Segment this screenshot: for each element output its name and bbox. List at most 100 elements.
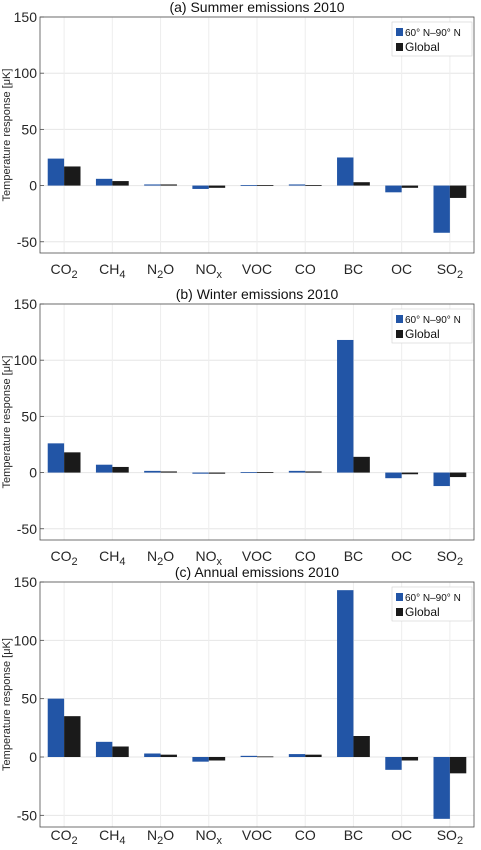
x-tick-label: NOx bbox=[196, 261, 223, 281]
chart-title: (b) Winter emissions 2010 bbox=[176, 286, 339, 302]
y-tick-label: 50 bbox=[21, 691, 37, 707]
bar-arctic-OC bbox=[385, 757, 402, 770]
bar-global-BC bbox=[353, 182, 370, 186]
bar-arctic-N2O bbox=[144, 184, 161, 186]
legend-label: 60° N–90° N bbox=[405, 28, 461, 39]
bar-global-CO2 bbox=[64, 452, 81, 473]
bar-global-NOx bbox=[208, 472, 226, 474]
bar-global-NOx bbox=[208, 185, 226, 188]
x-tick-label: N2O bbox=[147, 827, 174, 847]
x-tick-label: BC bbox=[344, 827, 363, 843]
x-tick-label: OC bbox=[391, 548, 412, 564]
bar-global-OC bbox=[401, 472, 419, 475]
bar-global-SO2 bbox=[449, 757, 467, 774]
bar-global-VOC bbox=[257, 185, 274, 186]
y-tick-label: 100 bbox=[14, 65, 38, 81]
bar-global-OC bbox=[401, 757, 419, 761]
axes-box bbox=[39, 303, 475, 541]
bar-arctic-BC bbox=[337, 590, 354, 757]
bar-arctic-CH4 bbox=[95, 464, 113, 473]
y-axis-label: Temperature response [μK] bbox=[1, 638, 13, 771]
y-tick-label: 0 bbox=[29, 178, 37, 194]
bar-global-VOC bbox=[257, 756, 274, 758]
bar-arctic-CO bbox=[288, 184, 306, 186]
legend-label: 60° N–90° N bbox=[405, 315, 461, 326]
bar-arctic-VOC bbox=[240, 472, 257, 473]
legend-box bbox=[391, 586, 473, 622]
axes-box bbox=[39, 581, 475, 828]
bar-arctic-SO2 bbox=[433, 472, 450, 487]
legend-swatch bbox=[396, 593, 403, 601]
y-tick-label: 0 bbox=[29, 465, 37, 481]
y-tick-label: 150 bbox=[14, 296, 38, 312]
bar-arctic-NOx bbox=[192, 185, 209, 189]
legend-box bbox=[391, 308, 473, 344]
x-tick-label: BC bbox=[344, 548, 363, 564]
chart-panel-1: -50 0 50 100 150 CO2 CH4 N2O NOx VOC CO BC OC SO2 (a) … bbox=[1, 0, 475, 281]
bar-arctic-NOx bbox=[192, 472, 209, 474]
bar-arctic-CO2 bbox=[47, 698, 65, 757]
axes-box bbox=[39, 16, 475, 254]
bar-global-CO bbox=[305, 185, 322, 186]
chart-panel-2: -50 0 50 100 150 CO2 CH4 N2O NOx VOC CO BC OC SO2 (b) … bbox=[1, 286, 475, 568]
x-tick-label: CO2 bbox=[51, 548, 78, 568]
bar-global-N2O bbox=[160, 184, 177, 186]
bar-arctic-CO2 bbox=[47, 158, 65, 186]
bar-arctic-CO2 bbox=[47, 443, 65, 473]
y-tick-label: 150 bbox=[14, 9, 38, 25]
y-tick-label: 100 bbox=[14, 352, 38, 368]
x-tick-label: CO bbox=[295, 827, 316, 843]
bar-arctic-OC bbox=[385, 185, 402, 193]
legend-swatch bbox=[396, 43, 403, 51]
bar-arctic-NOx bbox=[192, 757, 209, 762]
bar-arctic-N2O bbox=[144, 753, 161, 757]
legend-box bbox=[391, 21, 473, 57]
x-tick-label: CO2 bbox=[51, 827, 78, 847]
chart-title: (c) Annual emissions 2010 bbox=[175, 564, 339, 580]
x-tick-label: CH4 bbox=[99, 261, 125, 281]
y-axis-label: Temperature response [μK] bbox=[1, 356, 13, 489]
legend-label: Global bbox=[405, 605, 440, 619]
bar-arctic-OC bbox=[385, 472, 402, 479]
x-tick-label: NOx bbox=[196, 548, 223, 568]
bar-global-SO2 bbox=[449, 472, 467, 478]
bar-global-OC bbox=[401, 185, 419, 188]
bar-global-N2O bbox=[160, 471, 177, 473]
legend-swatch bbox=[396, 608, 403, 616]
bar-arctic-CH4 bbox=[95, 741, 113, 757]
y-tick-label: 100 bbox=[14, 632, 38, 648]
x-tick-label: N2O bbox=[147, 261, 174, 281]
bar-global-CO2 bbox=[64, 166, 81, 186]
legend-swatch bbox=[396, 330, 403, 338]
y-tick-label: -50 bbox=[17, 234, 37, 250]
bar-arctic-BC bbox=[337, 157, 354, 186]
bar-arctic-VOC bbox=[240, 185, 257, 186]
x-tick-label: SO2 bbox=[437, 261, 463, 281]
chart-panel-3: -50 0 50 100 150 CO2 CH4 N2O NOx VOC CO BC OC SO2 (c) … bbox=[1, 564, 475, 847]
x-tick-label: SO2 bbox=[437, 548, 463, 568]
x-tick-label: CO bbox=[295, 261, 316, 277]
x-tick-label: N2O bbox=[147, 548, 174, 568]
y-axis-label: Temperature response [μK] bbox=[1, 69, 13, 202]
y-tick-label: 0 bbox=[29, 749, 37, 765]
bar-arctic-BC bbox=[337, 339, 354, 473]
bar-global-NOx bbox=[208, 757, 226, 761]
y-tick-label: 50 bbox=[21, 121, 37, 137]
y-tick-label: -50 bbox=[17, 521, 37, 537]
bar-global-VOC bbox=[257, 472, 274, 473]
x-tick-label: OC bbox=[391, 827, 412, 843]
x-tick-label: CH4 bbox=[99, 548, 125, 568]
bar-global-CO2 bbox=[64, 716, 81, 757]
bar-global-CH4 bbox=[112, 746, 129, 757]
bar-global-BC bbox=[353, 736, 370, 757]
bar-arctic-N2O bbox=[144, 470, 161, 473]
legend-swatch bbox=[396, 315, 403, 323]
legend-label: Global bbox=[405, 327, 440, 341]
x-tick-label: CO2 bbox=[51, 261, 78, 281]
y-tick-label: 50 bbox=[21, 408, 37, 424]
bar-global-N2O bbox=[160, 754, 177, 757]
x-tick-label: SO2 bbox=[437, 827, 463, 847]
